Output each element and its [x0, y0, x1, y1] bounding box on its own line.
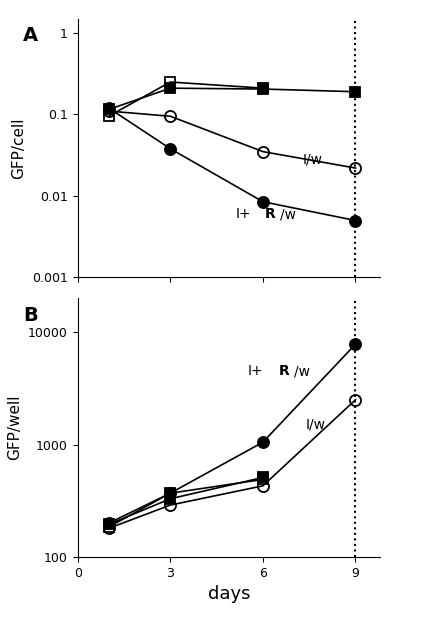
Text: A: A [23, 27, 38, 45]
Text: I/w: I/w [306, 418, 326, 432]
Y-axis label: GFP/cell: GFP/cell [12, 117, 27, 179]
X-axis label: days: days [208, 586, 250, 604]
Text: B: B [23, 306, 38, 325]
Text: R: R [264, 207, 275, 221]
Text: I+: I+ [248, 364, 263, 378]
Text: /w: /w [294, 364, 310, 378]
Y-axis label: GFP/well: GFP/well [8, 395, 22, 461]
Text: R: R [278, 364, 289, 378]
Text: I+: I+ [235, 207, 251, 221]
Text: /w: /w [280, 207, 296, 221]
Text: I/w: I/w [303, 152, 323, 167]
